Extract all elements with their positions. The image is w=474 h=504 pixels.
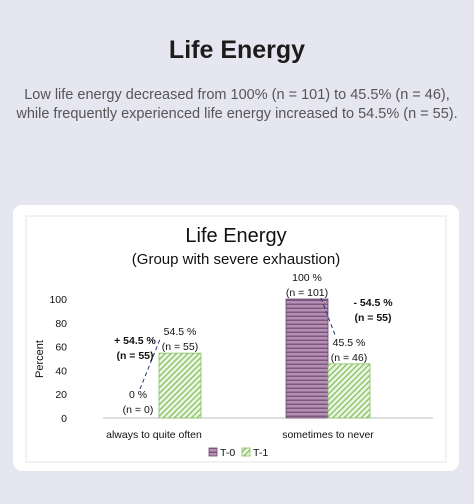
data-label-n: (n = 101)	[286, 287, 328, 299]
data-label: 0 %	[129, 389, 147, 401]
legend-label: T-0	[220, 447, 235, 459]
change-annotation: + 54.5 %	[114, 335, 156, 347]
legend-swatch-t-0	[208, 447, 218, 457]
page-title: Life Energy	[168, 36, 306, 64]
life-energy-chart: Life Energy (Group with severe exhaustio…	[25, 215, 447, 463]
x-tick-label: always to quite often	[106, 429, 202, 441]
data-label: 54.5 %	[164, 326, 197, 338]
data-label: 45.5 %	[333, 337, 366, 349]
change-annotation: - 54.5 %	[353, 297, 393, 309]
subtitle-line-2: while frequently experienced life energy…	[16, 106, 458, 122]
y-axis-label: Percent	[34, 340, 46, 378]
change-annotation-n: (n = 55)	[116, 350, 153, 362]
data-label: 100 %	[292, 272, 322, 284]
y-tick-label: 100	[49, 294, 67, 306]
data-label-n: (n = 55)	[162, 341, 198, 353]
y-tick-label: 0	[61, 413, 67, 425]
subtitle-line-1: Low life energy decreased from 100% (n =…	[24, 87, 450, 103]
x-tick-label: sometimes to never	[282, 429, 374, 441]
chart-subtitle: (Group with severe exhaustion)	[132, 251, 340, 268]
bar-t-0-1	[285, 298, 329, 419]
y-tick-label: 80	[55, 318, 67, 330]
data-label-n: (n = 0)	[123, 404, 154, 416]
chart-area-border	[25, 215, 447, 463]
y-tick-label: 20	[55, 389, 67, 401]
bar-t-1-0	[158, 352, 202, 419]
chart-title: Life Energy	[185, 225, 286, 247]
y-tick-label: 60	[55, 342, 67, 354]
legend-swatch-t-1	[241, 447, 251, 457]
bar-t-1-1	[327, 363, 371, 419]
y-tick-label: 40	[55, 365, 67, 377]
data-label-n: (n = 46)	[331, 352, 367, 364]
change-annotation-n: (n = 55)	[354, 312, 391, 324]
chart-card: Life Energy (Group with severe exhaustio…	[13, 205, 459, 471]
legend-label: T-1	[253, 447, 268, 459]
page-subtitle: Low life energy decreased from 100% (n =…	[10, 86, 464, 124]
change-connector	[139, 338, 161, 390]
